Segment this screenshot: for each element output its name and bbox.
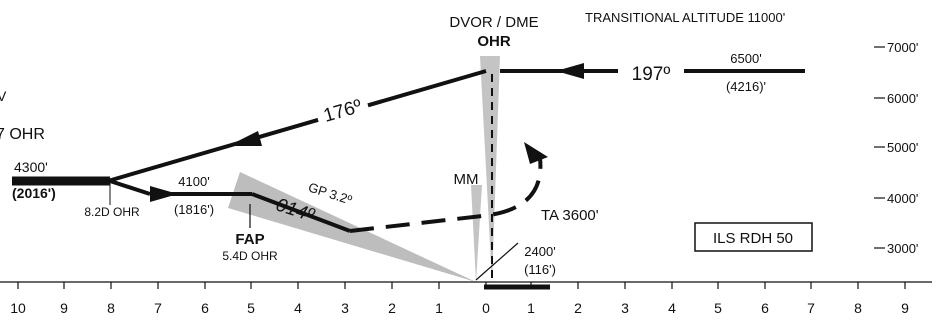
distance-label: 9 (60, 300, 68, 316)
transitional-altitude: TRANSITIONAL ALTITUDE 11000' (585, 10, 785, 25)
distance-label: 2 (574, 300, 582, 316)
distance-label: 9 (901, 300, 909, 316)
altitude-label-7000: 7000' (887, 40, 918, 55)
distance-label: 4 (294, 300, 302, 316)
altitude-label-6000: 6000' (887, 91, 918, 106)
outbound-track-line (107, 69, 487, 183)
inbound-arrowhead (556, 63, 584, 79)
ils-rdh-label: ILS RDH 50 (713, 230, 793, 247)
distance-label: 7 (154, 300, 162, 316)
initial-height: (2016') (12, 185, 56, 201)
distance-label: 8 (107, 300, 115, 316)
intermediate-height: (1816') (174, 202, 214, 217)
altitude-scale: 7000' 6000' 5000' 4000' 3000' (874, 40, 918, 256)
ils-rdh-box (694, 222, 813, 252)
missed-approach-path (349, 157, 543, 233)
dvor-beam-shaded (480, 56, 500, 282)
middle-marker-label: MM (454, 171, 479, 188)
glidepath-angle: GP 3.2º (306, 179, 354, 207)
inbound-altitude: 6500' (730, 51, 761, 66)
initial-fix-distance: 8.2D OHR (84, 205, 140, 219)
left-fragment-middle: 7 OHR (0, 126, 45, 143)
altitude-label-5000: 5000' (887, 140, 918, 155)
missed-approach-arrowhead (524, 142, 548, 164)
intermediate-altitude: 4100' (178, 174, 209, 189)
distance-label: 3 (621, 300, 629, 316)
turn-altitude-label: TA 3600' (541, 207, 599, 224)
threshold-height: (116') (524, 262, 556, 277)
outbound-arrowhead (228, 131, 262, 146)
distance-label: 6 (761, 300, 769, 316)
distance-label: 3 (341, 300, 349, 316)
fap-distance: 5.4D OHR (222, 249, 278, 263)
distance-label: 0 (482, 300, 490, 316)
navaid-type: DVOR / DME (449, 14, 538, 31)
left-fragment-top: V (0, 88, 7, 104)
inbound-height: (4216)' (726, 79, 766, 94)
distance-label: 6 (201, 300, 209, 316)
mm-beam-shaded (471, 185, 482, 282)
altitude-label-3000: 3000' (887, 241, 918, 256)
intermediate-descent-line (109, 179, 151, 196)
distance-label: 8 (854, 300, 862, 316)
fap-label: FAP (235, 231, 264, 248)
distance-label: 5 (247, 300, 255, 316)
initial-altitude: 4300' (14, 159, 48, 175)
distance-label: 10 (10, 300, 26, 316)
threshold-altitude: 2400' (524, 244, 555, 259)
distance-label: 1 (527, 300, 535, 316)
distance-label: 4 (668, 300, 676, 316)
distance-label: 5 (714, 300, 722, 316)
navaid-ident: OHR (477, 33, 511, 50)
inbound-course: 197º (632, 64, 671, 85)
altitude-label-4000: 4000' (887, 191, 918, 206)
distance-scale: 10 9 8 7 6 5 4 3 2 1 0 1 2 3 4 5 6 7 8 9 (10, 282, 909, 316)
distance-label: 1 (435, 300, 443, 316)
intermediate-arrowhead (150, 186, 178, 202)
threshold-leader (475, 242, 519, 281)
distance-label: 7 (807, 300, 815, 316)
glidepath-shaded-wedge (228, 172, 476, 282)
distance-label: 2 (388, 300, 396, 316)
final-descent-line (251, 192, 351, 233)
